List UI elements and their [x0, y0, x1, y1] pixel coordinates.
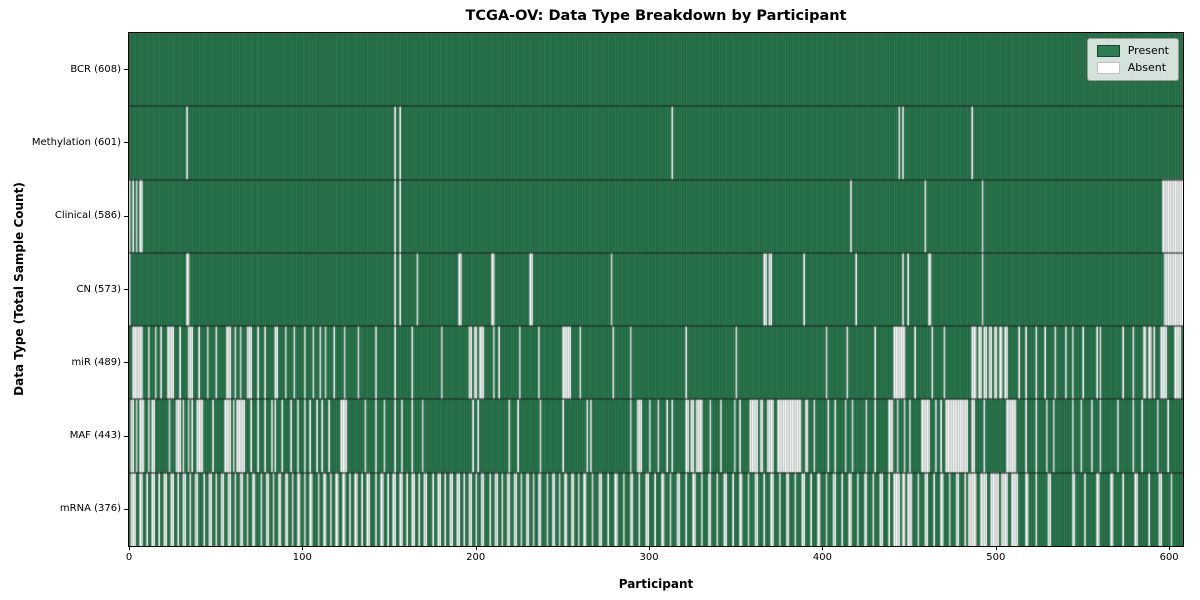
legend-entry-absent: Absent	[1096, 61, 1169, 74]
y-tick-mark	[124, 362, 128, 364]
plot-area: Present Absent	[128, 32, 1184, 547]
legend-label-absent: Absent	[1127, 61, 1167, 74]
y-tick-label-mRNA: mRNA (376)	[59, 503, 121, 515]
y-tick-label-Methylation: Methylation (601)	[31, 136, 121, 148]
legend: Present Absent	[1086, 38, 1179, 81]
y-tick-label-Clinical: Clinical (586)	[54, 210, 121, 222]
y-tick-label-miR: miR (489)	[71, 356, 121, 368]
x-tick-label-200: 200	[466, 552, 486, 563]
x-axis-label: Participant	[618, 577, 694, 591]
y-tick-mark	[124, 289, 128, 290]
x-tick-mark	[1169, 546, 1171, 550]
x-tick-label-600: 600	[1159, 552, 1179, 563]
y-tick-mark	[124, 69, 128, 71]
x-tick-label-400: 400	[812, 552, 832, 563]
legend-label-present: Present	[1127, 44, 1169, 57]
x-tick-mark	[302, 546, 304, 550]
x-tick-mark	[129, 546, 130, 550]
legend-swatch-absent-icon	[1096, 62, 1120, 74]
y-tick-mark	[124, 508, 128, 510]
x-tick-label-100: 100	[292, 552, 312, 563]
y-tick-mark	[124, 142, 128, 144]
x-tick-mark	[822, 546, 824, 550]
legend-swatch-present-icon	[1096, 45, 1120, 57]
x-tick-mark	[649, 546, 651, 550]
x-tick-label-0: 0	[125, 552, 133, 563]
y-tick-label-MAF: MAF (443)	[69, 430, 121, 442]
y-tick-mark	[124, 435, 128, 437]
x-tick-mark	[995, 546, 997, 550]
x-tick-label-500: 500	[986, 552, 1006, 563]
x-tick-mark	[475, 546, 477, 550]
legend-entry-present: Present	[1096, 44, 1169, 57]
heatmap-canvas	[129, 33, 1183, 546]
chart-title: TCGA-OV: Data Type Breakdown by Particip…	[465, 8, 847, 24]
y-tick-label-BCR: BCR (608)	[70, 63, 121, 75]
y-tick-label-CN: CN (573)	[76, 283, 121, 295]
x-tick-label-300: 300	[639, 552, 659, 563]
y-tick-mark	[124, 215, 128, 217]
